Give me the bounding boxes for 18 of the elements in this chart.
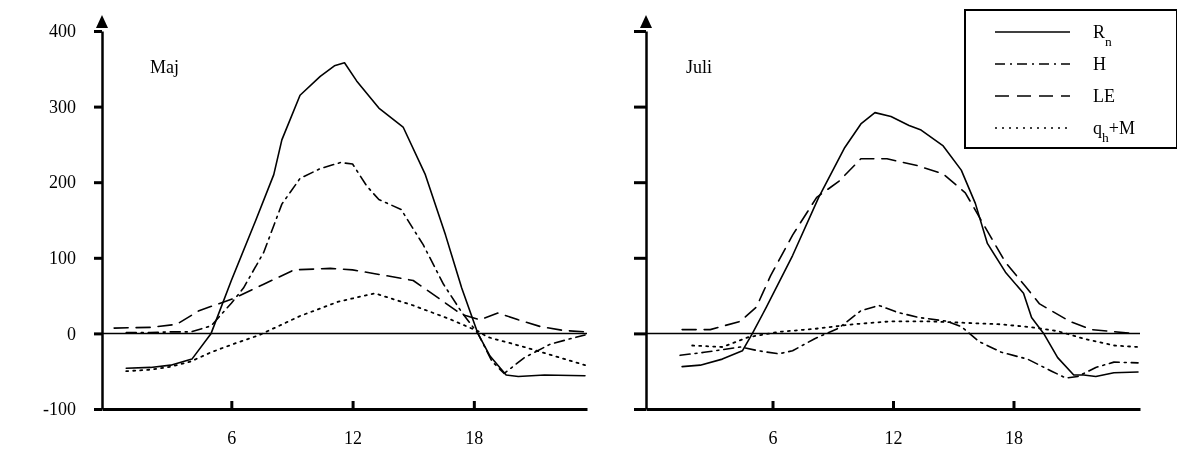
y-tick-label: 200 — [49, 172, 76, 193]
legend-label: q$_{h}$+M — [1093, 118, 1135, 145]
legend-label: R$_{n}$ — [1093, 22, 1113, 49]
y-tick-label: 400 — [49, 21, 76, 42]
x-tick-label: 12 — [344, 427, 363, 448]
x-tick-label: 18 — [465, 427, 484, 448]
text: Juli — [686, 57, 713, 77]
y-tick-label: -100 — [43, 399, 76, 420]
x-tick-label: 12 — [884, 427, 903, 448]
x-tick-label: 18 — [1004, 427, 1023, 448]
y-tick-label: 300 — [49, 96, 76, 117]
y-tick-label: 100 — [49, 248, 76, 269]
x-tick-label: 6 — [768, 427, 778, 448]
legend-label: LE — [1093, 86, 1115, 106]
y-tick-label: 0 — [67, 323, 76, 344]
legend-label: H — [1093, 54, 1106, 74]
x-tick-label: 6 — [227, 427, 237, 448]
text: Maj — [150, 57, 179, 77]
